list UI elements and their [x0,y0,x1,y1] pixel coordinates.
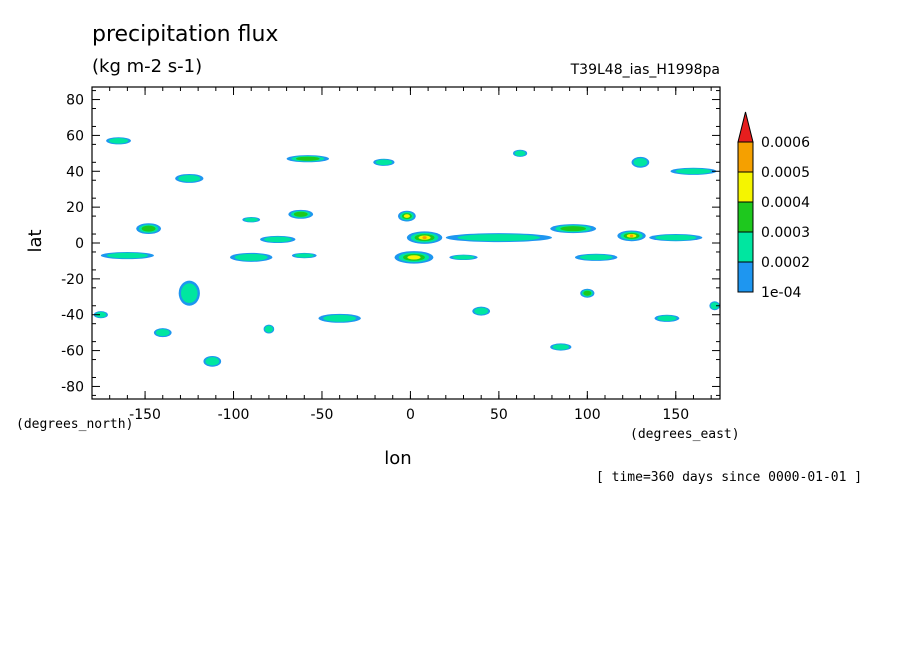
y-tick-label: 80 [66,93,84,109]
run-id-label: T39L48_ias_H1998pa [570,62,720,78]
colorbar-segment-1 [737,231,754,263]
precip-contour-24-level-2 [583,290,592,296]
chart-title: precipitation flux [92,22,279,47]
colorbar-label: 0.0003 [761,225,810,241]
chart-units: (kg m-2 s-1) [92,56,203,77]
precip-contour-22-level-1 [675,168,712,175]
precip-contour-19-level-1 [375,159,393,166]
colorbar-label: 0.0005 [761,165,810,181]
precip-contour-23-level-1 [579,254,613,261]
x-tick-label: 50 [490,407,508,423]
precip-contour-10-level-1 [181,283,198,303]
x-tick-label: 150 [662,407,689,423]
y-tick-label: 60 [66,128,84,144]
precip-contour-12-level-1 [205,357,220,366]
precip-contour-27-level-1 [657,315,677,322]
y-tick-label: -40 [61,308,84,324]
precip-contour-9-level-1 [234,253,268,261]
y-tick-label: -60 [61,344,84,360]
y-tick-label: 0 [75,236,84,252]
precip-contour-33-level-1 [452,255,475,260]
precip-contour-26-level-1 [552,344,570,350]
colorbar-label: 0.0004 [761,195,810,211]
colorbar-segment-0 [737,261,754,293]
precip-contour-28-level-1 [323,314,357,322]
colorbar-label: 0.0006 [761,135,810,151]
precip-contour-0-level-4 [422,236,427,240]
precip-contour-5-level-4 [629,234,634,238]
precip-contour-1-level-3 [407,255,421,260]
precip-contour-29-level-1 [710,302,719,310]
x-unit-label: (degrees_east) [630,427,740,442]
colorbar-segment-2 [737,201,754,233]
precip-contour-2-level-3 [403,214,410,218]
y-tick-label: 40 [66,164,84,180]
precip-contour-21-level-1 [633,158,648,167]
precip-contour-13-level-1 [263,236,292,243]
precip-contour-6-level-1 [655,234,697,241]
precip-contour-15-level-1 [178,174,201,182]
x-tick-label: 100 [574,407,601,423]
precip-contour-3-level-1 [457,234,541,242]
precip-contour-8-level-1 [106,252,149,259]
precip-contour-11-level-1 [155,329,170,337]
y-unit-label: (degrees_north) [16,417,133,432]
precip-contour-31-level-1 [264,325,274,333]
precip-contour-30-level-1 [95,311,107,318]
precip-contour-25-level-1 [474,307,489,315]
precip-contour-4-level-2 [560,226,587,232]
y-tick-label: 20 [66,200,84,216]
precip-contour-20-level-1 [514,150,526,157]
y-axis-label: lat [25,229,46,252]
precip-contour-7-level-2 [141,225,156,232]
x-tick-label: 0 [406,407,415,423]
colorbar-segment-3 [737,171,754,203]
x-tick-label: -100 [218,407,250,423]
x-tick-label: -50 [311,407,334,423]
precip-contour-16-level-2 [295,156,320,161]
colorbar-label: 1e-04 [761,285,801,301]
precip-contour-14-level-1 [108,137,129,144]
time-note: [ time=360 days since 0000-01-01 ] [596,470,863,485]
colorbar-label: 0.0002 [761,255,810,271]
x-axis-label: lon [384,448,411,469]
x-tick-label: -150 [129,407,161,423]
colorbar-segment-4 [737,141,754,173]
plot-frame [91,86,721,400]
precip-contour-17-level-2 [293,211,308,217]
y-tick-label: -20 [61,272,84,288]
colorbar-overflow-arrow [737,111,754,143]
precip-contour-18-level-1 [244,217,259,222]
y-tick-label: -80 [61,379,84,395]
precip-contour-32-level-1 [294,253,314,258]
